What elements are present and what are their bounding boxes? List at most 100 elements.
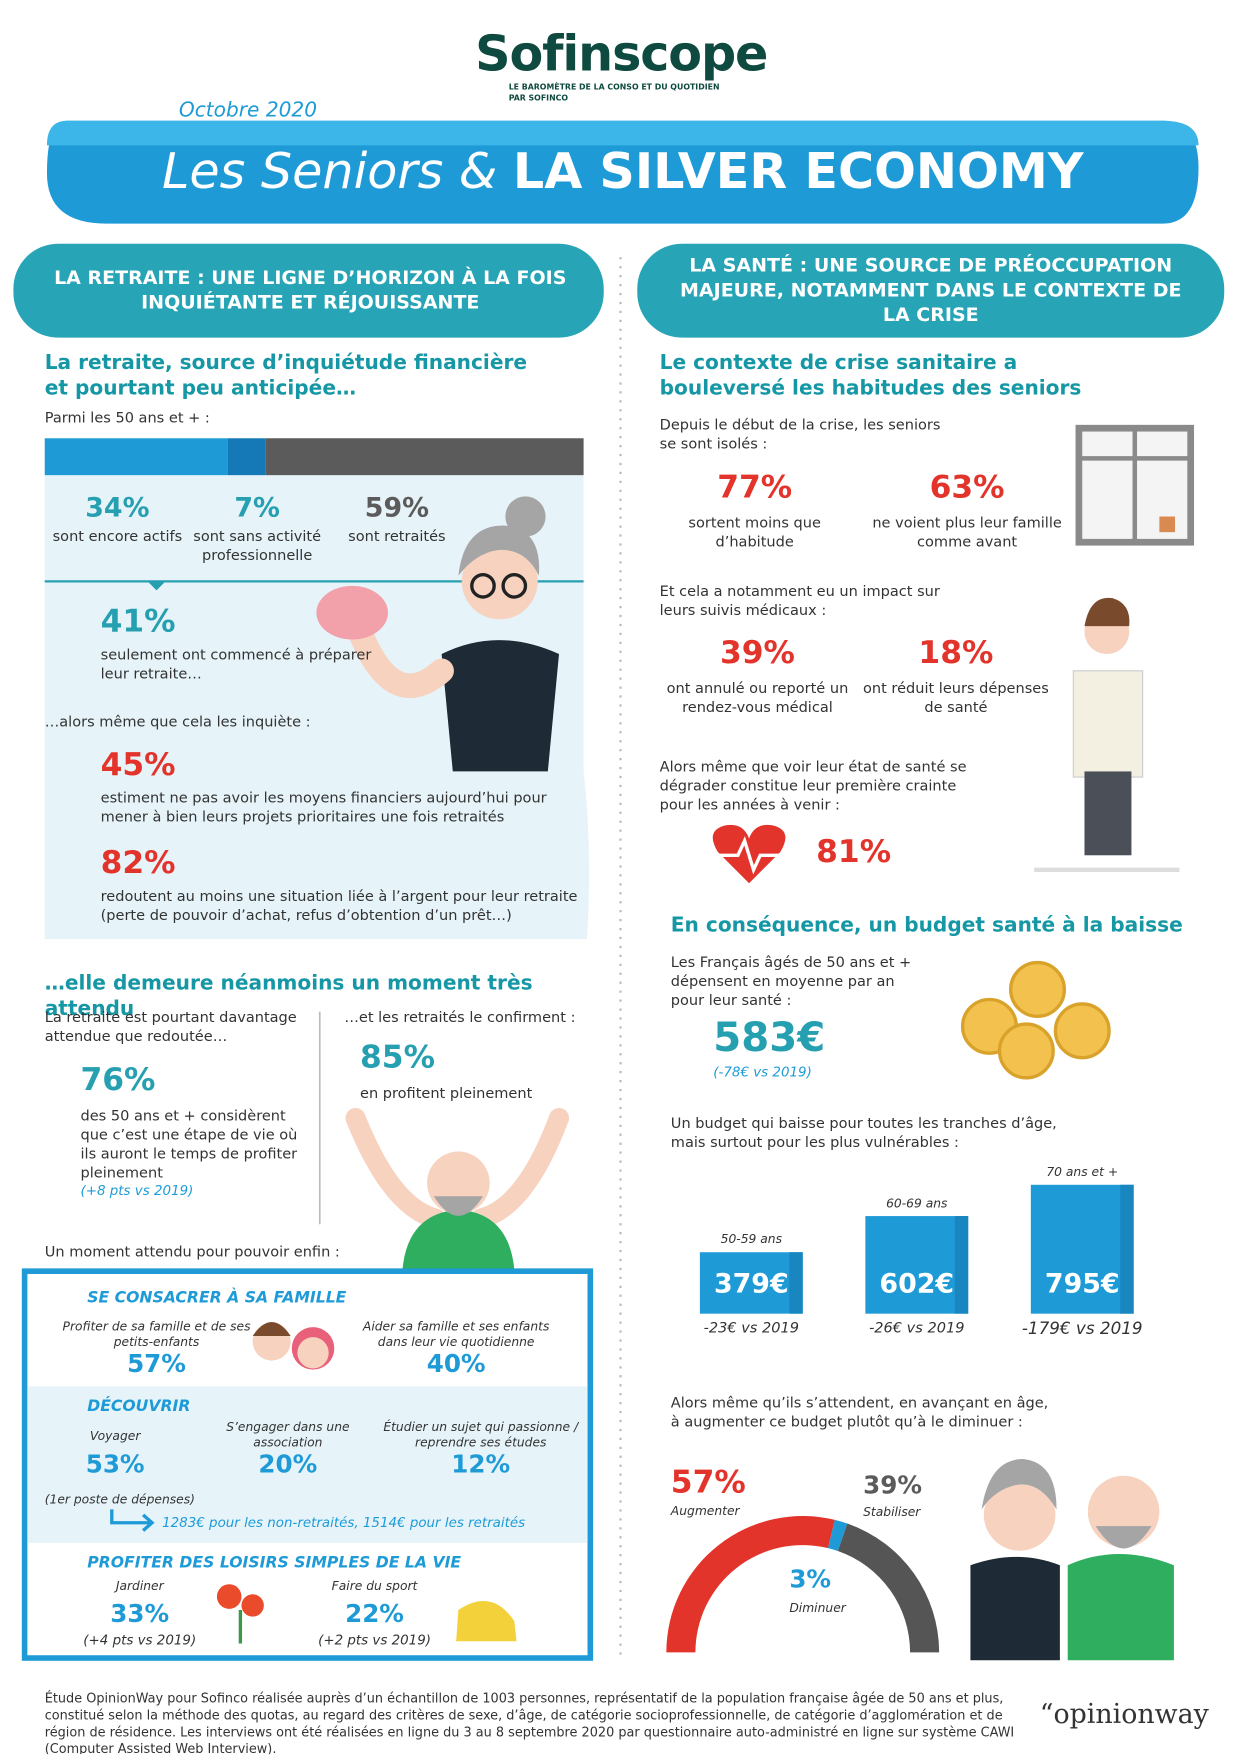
footer-note: Étude OpinionWay pour Sofinco réalisée a…: [44, 1690, 1015, 1755]
main-title: Les Seniors & LA SILVER ECONOMY: [47, 141, 1199, 204]
gauge-pct: 39%: [863, 1472, 922, 1501]
heading: Le contexte de crise sanitaire a bouleve…: [659, 351, 1082, 401]
item-pct: 57%: [127, 1350, 186, 1379]
status-text: sont sans activité professionnelle: [193, 528, 322, 565]
spend: 1283€ pour les non-retraités, 1514€ pour…: [162, 1514, 526, 1531]
coin: [1009, 960, 1067, 1018]
budget: 583€: [713, 1015, 826, 1061]
pot: [1159, 516, 1176, 533]
hair: [1084, 597, 1130, 627]
intro: …et les retraités le confirment :: [344, 1009, 576, 1027]
brand: Sofinscope: [475, 25, 768, 83]
gauge-name: Stabiliser: [863, 1504, 921, 1520]
footer-logo: “opinionway: [1039, 1698, 1209, 1730]
item-text: Jardiner: [115, 1578, 164, 1594]
stat-text: sortent moins que d’habitude: [688, 515, 821, 552]
shirt: [1067, 1554, 1174, 1661]
coat: [1072, 670, 1144, 778]
item-text: Étudier un sujet qui passionne / reprend…: [383, 1419, 579, 1451]
glasses: [470, 572, 496, 599]
hair: [252, 1322, 291, 1337]
section-title: LA RETRAITE : UNE LIGNE D’HORIZON À LA F…: [54, 267, 567, 315]
item-text: Faire du sport: [331, 1578, 418, 1594]
gauge-segment: [666, 1516, 835, 1653]
intro: …alors même que cela les inquiète :: [44, 714, 311, 732]
stat-text: en profitent pleinement: [360, 1085, 533, 1103]
shirt: [441, 640, 560, 772]
change: (+4 pts vs 2019): [83, 1632, 197, 1648]
face: [983, 1479, 1056, 1551]
budget-label: 379€: [713, 1267, 789, 1300]
heading: La retraite, source d’inquiétude financi…: [44, 351, 528, 401]
gauge-segment: [837, 1523, 940, 1653]
item-pct: 40%: [426, 1350, 486, 1379]
budget-bar-shade: [954, 1216, 969, 1314]
box-title: DÉCOUVRIR: [87, 1397, 191, 1416]
arrow: [110, 1509, 155, 1532]
face: [461, 543, 538, 620]
flower: [216, 1584, 242, 1609]
stat-text: des 50 ans et + considèrent que c’est un…: [80, 1107, 298, 1182]
heading: …elle demeure néanmoins un moment très a…: [44, 971, 533, 1021]
status-bar: [227, 438, 266, 476]
stat: 82%: [100, 844, 176, 881]
budget-bar: [699, 1252, 803, 1314]
stat: 81%: [816, 832, 892, 870]
coin: [1053, 1002, 1111, 1060]
budget-change: -26€ vs 2019: [869, 1320, 965, 1338]
title-banner: [46, 120, 1199, 224]
item-text: Voyager: [89, 1428, 141, 1444]
budget-change: -179€ vs 2019: [1021, 1318, 1143, 1339]
piggy-bank: [316, 585, 388, 640]
gauge-segment: [828, 1519, 848, 1552]
intro: Parmi les 50 ans et + :: [44, 410, 210, 428]
hair-bun: [505, 496, 546, 537]
section-box: [13, 243, 604, 338]
intro: Un budget qui baisse pour toutes les tra…: [670, 1115, 1057, 1152]
item-pct: 12%: [451, 1451, 511, 1480]
beard: [1095, 1526, 1152, 1549]
intro: Alors même que voir leur état de santé s…: [659, 759, 967, 814]
change: (+8 pts vs 2019): [80, 1182, 194, 1199]
age-label: 50-59 ans: [720, 1232, 783, 1247]
status-pct: 7%: [234, 491, 280, 524]
stat-text: seulement ont commencé à préparer leur r…: [100, 647, 372, 684]
intro: Depuis le début de la crise, les seniors…: [659, 417, 941, 453]
stat: 18%: [918, 633, 994, 671]
box-title: SE CONSACRER À SA FAMILLE: [87, 1289, 347, 1307]
gauge-pct: 3%: [789, 1566, 832, 1595]
stat-text: ne voient plus leur famille comme avant: [872, 515, 1062, 552]
change: (-78€ vs 2019): [713, 1064, 812, 1081]
face: [297, 1337, 329, 1369]
arm: [345, 613, 454, 698]
status-bar: [44, 438, 228, 476]
change: (+2 pts vs 2019): [318, 1632, 431, 1648]
shirt: [402, 1209, 515, 1269]
budget-bar: [1030, 1184, 1134, 1314]
tagline: PAR SOFINCO: [508, 93, 569, 103]
shirt: [970, 1556, 1060, 1661]
stat-text: ont réduit leurs dépenses de santé: [862, 680, 1049, 717]
budget-label: 795€: [1044, 1267, 1120, 1300]
shoe: [456, 1601, 517, 1642]
note: (1er poste de dépenses): [44, 1492, 195, 1508]
stat: 45%: [100, 745, 176, 783]
stat: 39%: [719, 633, 795, 671]
band: [27, 1386, 587, 1543]
beard: [433, 1196, 483, 1216]
section-box: [637, 243, 1225, 338]
background-blob: [44, 475, 590, 940]
title-part: Les Seniors &: [161, 143, 498, 201]
intro: Les Français âgés de 50 ans et + dépense…: [670, 954, 912, 1010]
intro: La retraite est pourtant davantage atten…: [44, 1009, 297, 1046]
hair: [981, 1459, 1057, 1510]
title-banner-top: [46, 120, 1199, 146]
intro: Et cela a notamment eu un impact sur leu…: [659, 583, 940, 620]
item-text: Aider sa famille et ses enfants dans leu…: [362, 1319, 550, 1350]
age-label: 60-69 ans: [886, 1195, 948, 1211]
status-bar: [265, 438, 584, 476]
